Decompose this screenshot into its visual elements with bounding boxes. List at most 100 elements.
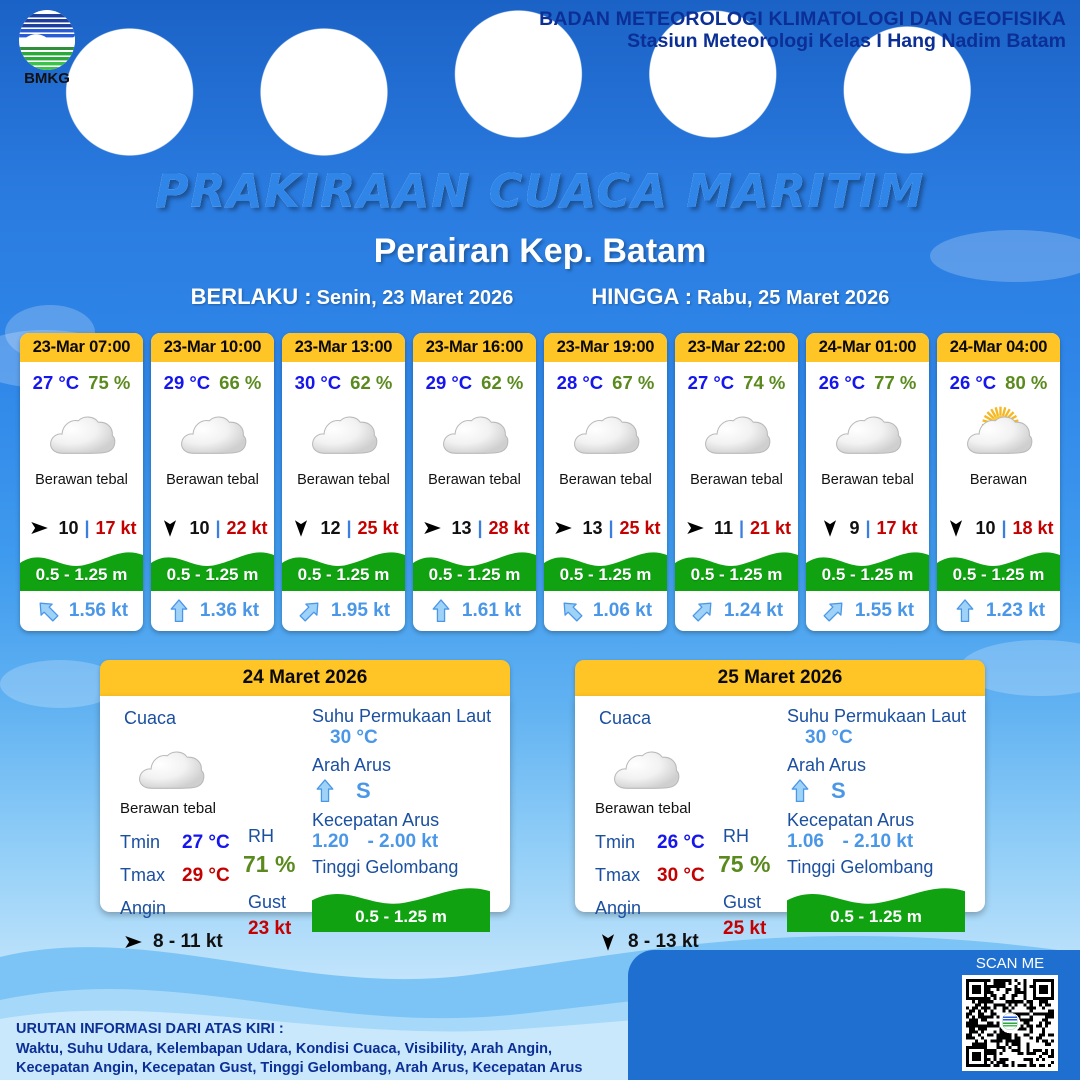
current-arrow-south-icon (791, 779, 809, 803)
air-temperature: 27 °C (687, 372, 735, 393)
current-arrow-south-icon (170, 599, 188, 623)
current-row: 1.36 kt (151, 591, 274, 631)
sst-value: 30 °C (330, 727, 378, 748)
daily-wave-graphic: 0.5 - 1.25 m (312, 880, 490, 932)
weather-icon (937, 400, 1060, 464)
kecepatan-arus-row: 1.20 - 2.00 kt (312, 831, 504, 853)
wave-height-band: 0.5 - 1.25 m (675, 545, 798, 591)
separator: | (1001, 517, 1007, 538)
daily-weather-icon (609, 738, 689, 794)
wave-height-graphic (787, 888, 965, 932)
visibility-value: 10 (189, 517, 210, 538)
daily-left-grid: Tmin 26 °C Tmax 30 °C Angin 8 - 13 kt (595, 826, 825, 958)
cloud-decoration (930, 230, 1080, 282)
wind-speed: 22 kt (226, 517, 268, 538)
kecepatan-arus-label: Kecepatan Arus (787, 810, 915, 830)
tinggi-gelombang-label: Tinggi Gelombang (787, 857, 934, 877)
wave-height-graphic (282, 552, 405, 591)
current-arrow-southwest-icon (692, 602, 712, 622)
air-temperature: 28 °C (556, 372, 604, 393)
tmin-value: 26 °C (657, 831, 705, 853)
tmax-label: Tmax (120, 865, 165, 885)
separator: | (608, 517, 614, 538)
wave-height-graphic (544, 552, 667, 591)
visibility-value: 10 (975, 517, 996, 538)
kecepatan-arus-max: - 2.10 kt (842, 831, 914, 852)
current-row: 1.06 kt (544, 591, 667, 631)
card-temp-humidity-row: 29 °C 66 % (151, 362, 274, 394)
angin-value-row: 8 - 11 kt (120, 925, 350, 958)
daily-wave-value: 0.5 - 1.25 m (830, 907, 922, 926)
bmkg-logo: BMKG (19, 10, 75, 86)
air-temperature: 27 °C (32, 372, 80, 393)
weather-condition: Berawan tebal (297, 472, 390, 488)
tinggi-gelombang-label: Tinggi Gelombang (312, 857, 459, 877)
cuaca-label: Cuaca (599, 708, 652, 728)
separator: | (215, 517, 221, 538)
scan-me-label: SCAN ME (975, 955, 1045, 972)
page-subtitle: Perairan Kep. Batam (373, 232, 707, 270)
wave-height-graphic (20, 552, 143, 591)
angin-value: 8 - 11 kt (153, 930, 223, 952)
gust-label: Gust (723, 892, 762, 912)
card-time-header: 23-Mar 19:00 (544, 333, 667, 362)
separator: | (346, 517, 352, 538)
wind-row: 13 | 28 kt (413, 517, 536, 541)
current-row: 1.56 kt (20, 591, 143, 631)
relative-humidity: 80 % (1005, 372, 1048, 393)
daily-weather-condition: Berawan tebal (595, 800, 691, 817)
weather-condition: Berawan (969, 472, 1028, 488)
wave-height-graphic (413, 552, 536, 591)
hourly-forecast-row: 23-Mar 07:00 27 °C 75 % Berawan tebal 10… (20, 333, 1060, 631)
tmax-row: Tmax 30 °C (595, 859, 825, 892)
legend: URUTAN INFORMASI DARI ATAS KIRI : Waktu,… (16, 1020, 636, 1079)
relative-humidity: 66 % (219, 372, 262, 393)
wave-height-band: 0.5 - 1.25 m (544, 545, 667, 591)
valid-to-value: Rabu, 25 Maret 2026 (697, 287, 890, 309)
card-time-header: 23-Mar 13:00 (282, 333, 405, 362)
kecepatan-arus-min: 1.06 (787, 831, 824, 852)
separator: | (84, 517, 90, 538)
hourly-forecast-card: 23-Mar 13:00 30 °C 62 % Berawan tebal 12… (282, 333, 405, 631)
weather-condition: Berawan tebal (166, 472, 259, 488)
wind-speed: 28 kt (488, 517, 530, 538)
cloud-overcast-icon (180, 416, 246, 454)
wind-direction-arrow-icon (824, 520, 837, 537)
relative-humidity: 62 % (350, 372, 393, 393)
current-speed: 1.56 kt (68, 600, 129, 621)
relative-humidity: 77 % (874, 372, 917, 393)
wind-speed: 17 kt (95, 517, 137, 538)
daily-wave-value: 0.5 - 1.25 m (355, 907, 447, 926)
qr-code-image (966, 979, 1054, 1067)
wind-direction-arrow-icon (31, 521, 49, 535)
daily-forecast-panel: 24 Maret 2026 Cuaca Berawan tebal Tmin 2… (100, 660, 510, 952)
relative-humidity: 62 % (481, 372, 524, 393)
card-time-header: 23-Mar 07:00 (20, 333, 143, 362)
wave-height-value: 0.5 - 1.25 m (952, 565, 1045, 584)
card-temp-humidity-row: 27 °C 74 % (675, 362, 798, 394)
current-arrow-south-icon (432, 599, 450, 623)
weather-icon (544, 400, 667, 464)
tmin-label: Tmin (120, 832, 160, 852)
qr-code[interactable] (962, 975, 1058, 1071)
wind-direction-arrow-icon (424, 521, 442, 535)
arah-arus-label: Arah Arus (787, 755, 867, 775)
relative-humidity: 75 % (88, 372, 131, 393)
hourly-forecast-card: 23-Mar 07:00 27 °C 75 % Berawan tebal 10… (20, 333, 143, 631)
arah-arus-label: Arah Arus (312, 755, 392, 775)
wave-height-graphic (312, 888, 490, 932)
angin-value-row: 8 - 13 kt (595, 925, 825, 958)
tmin-row: Tmin 27 °C (120, 826, 350, 859)
legend-title: URUTAN INFORMASI DARI ATAS KIRI : (16, 1021, 284, 1037)
current-row: 1.61 kt (413, 591, 536, 631)
valid-from-label: BERLAKU : (190, 284, 312, 309)
tmin-label: Tmin (595, 832, 635, 852)
rh-value: 75 % (718, 851, 771, 877)
weather-icon (20, 400, 143, 464)
rh-value: 71 % (243, 851, 296, 877)
daily-weather-icon (134, 738, 214, 794)
visibility-value: 10 (58, 517, 79, 538)
rh-label: RH (723, 826, 749, 846)
weather-icon (806, 400, 929, 464)
